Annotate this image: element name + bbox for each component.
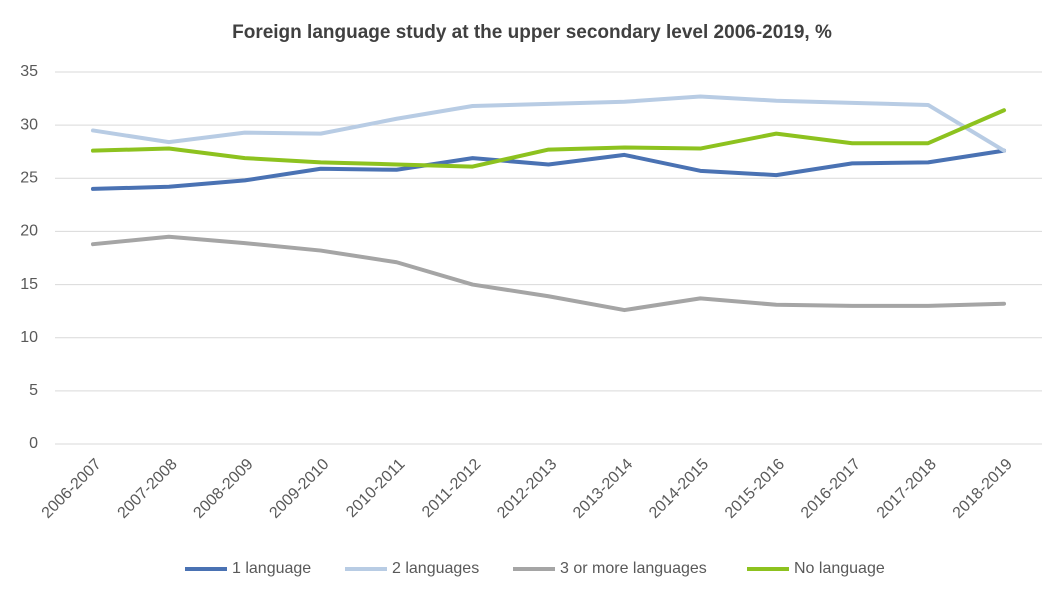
y-tick-label: 10 — [20, 329, 38, 346]
y-tick-label: 25 — [20, 170, 38, 187]
data-line — [90, 234, 1007, 313]
data-line — [90, 108, 1007, 169]
y-tick-label: 0 — [29, 435, 38, 452]
y-tick-label: 5 — [29, 382, 38, 399]
x-tick-label: 2015-2016 — [722, 456, 788, 522]
y-tick-label: 30 — [20, 116, 38, 133]
legend-label: 3 or more languages — [560, 560, 707, 577]
y-tick-label: 20 — [20, 223, 38, 240]
x-tick-label: 2017-2018 — [874, 456, 940, 522]
x-tick-label: 2011-2012 — [419, 456, 484, 521]
data-line — [90, 94, 1007, 153]
y-tick-label: 35 — [20, 63, 38, 80]
y-tick-label: 15 — [20, 276, 38, 293]
x-tick-label: 2008-2009 — [190, 456, 256, 522]
data-line — [90, 148, 1007, 191]
chart-title: Foreign language study at the upper seco… — [232, 22, 832, 43]
x-tick-label: 2007-2008 — [115, 456, 181, 522]
x-tick-label: 2009-2010 — [266, 456, 332, 522]
x-tick-label: 2016-2017 — [798, 456, 864, 522]
x-tick-label: 2014-2015 — [646, 456, 712, 522]
legend-label: 1 language — [232, 560, 311, 577]
x-tick-label: 2006-2007 — [39, 456, 105, 522]
x-tick-label: 2018-2019 — [950, 456, 1016, 522]
x-tick-label: 2010-2011 — [343, 456, 408, 521]
legend-label: 2 languages — [392, 560, 479, 577]
legend-label: No language — [794, 560, 885, 577]
x-tick-label: 2012-2013 — [494, 456, 560, 522]
x-tick-label: 2013-2014 — [570, 456, 636, 522]
